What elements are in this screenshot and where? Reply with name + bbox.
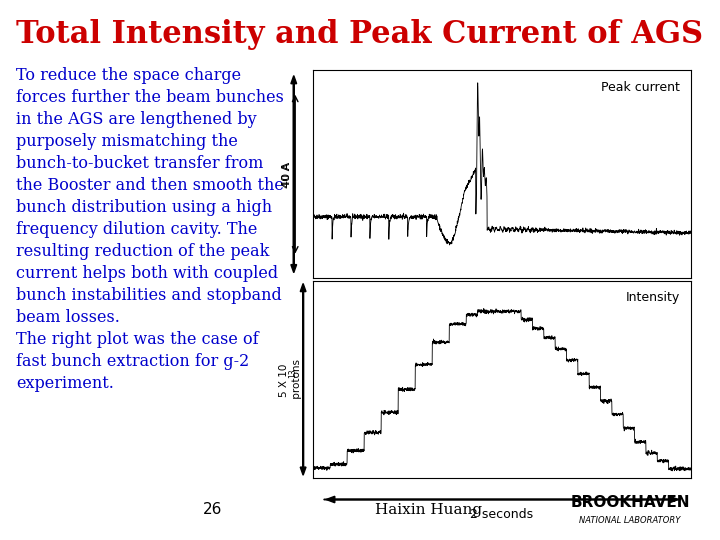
Text: Intensity: Intensity (626, 291, 680, 303)
Text: 26: 26 (203, 502, 222, 517)
Text: Peak current: Peak current (601, 80, 680, 93)
Text: 2 seconds: 2 seconds (470, 508, 534, 521)
Text: 5 X 10: 5 X 10 (279, 364, 289, 397)
Text: Total Intensity and Peak Current of AGS: Total Intensity and Peak Current of AGS (16, 19, 703, 50)
Text: NATIONAL LABORATORY: NATIONAL LABORATORY (580, 516, 680, 525)
Text: protons: protons (292, 359, 302, 402)
Text: 13: 13 (288, 369, 297, 379)
Text: 40 A: 40 A (282, 163, 292, 188)
Text: BROOKHAVEN: BROOKHAVEN (570, 495, 690, 510)
Text: To reduce the space charge
forces further the beam bunches
in the AGS are length: To reduce the space charge forces furthe… (16, 68, 284, 392)
Text: 40 A: 40 A (282, 161, 292, 187)
Text: Haixin Huang: Haixin Huang (375, 503, 482, 517)
